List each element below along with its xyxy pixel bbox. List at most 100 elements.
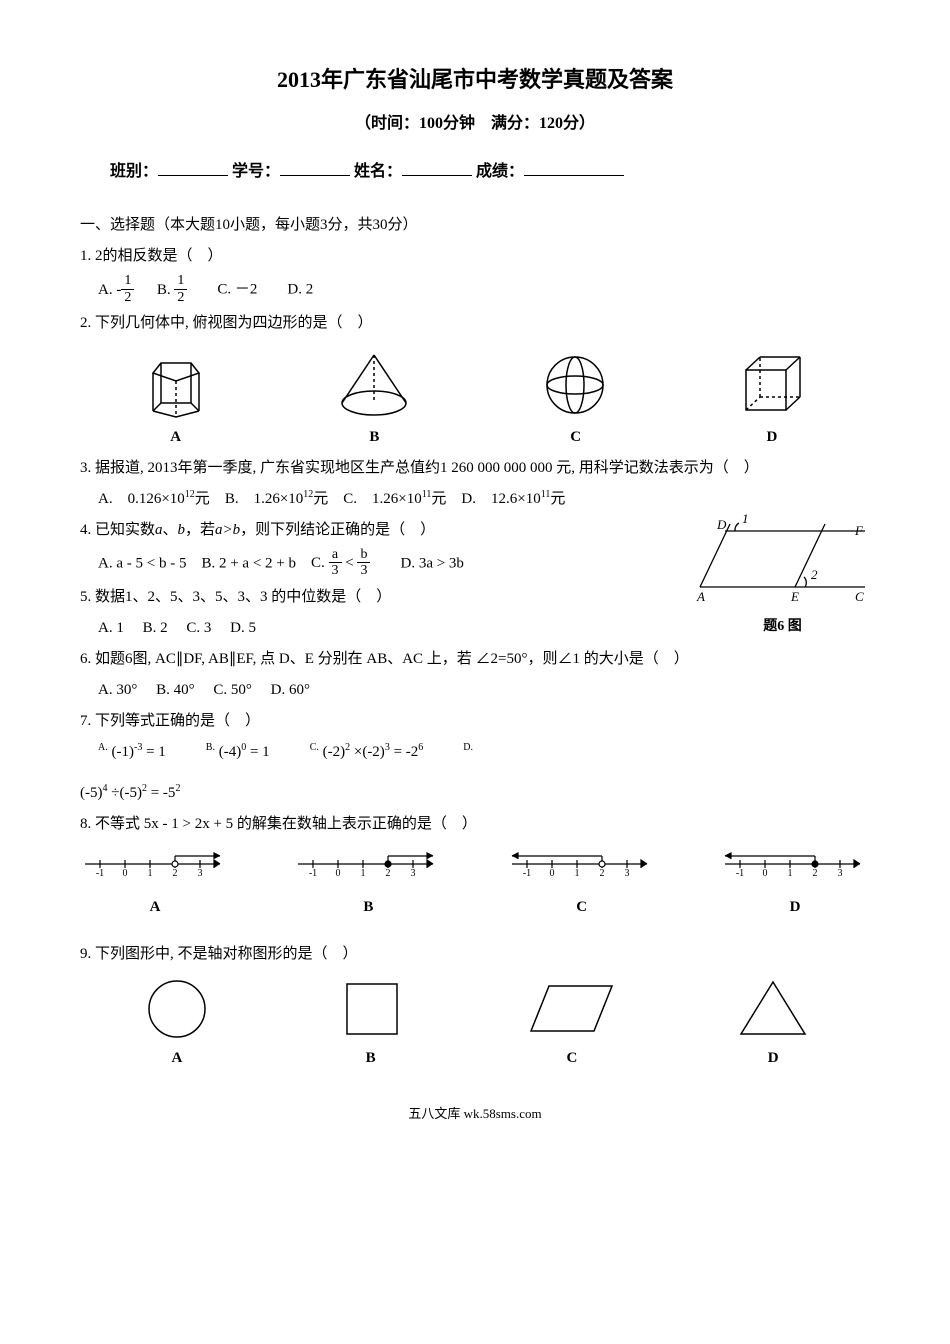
q6-stem: 6. 如题6图, AC∥DF, AB∥EF, 点 D、E 分别在 AB、AC 上… (80, 646, 870, 673)
q3-opt-d: D. 12.6×1011元 (461, 491, 565, 507)
q8-nl-a: -1 0 1 2 3 A (80, 844, 230, 921)
numberline-a-icon: -1 0 1 2 3 (80, 844, 230, 878)
q9-label-a: A (137, 1045, 217, 1072)
svg-text:-1: -1 (522, 868, 530, 878)
q3-opt-a: A. 0.126×1012元 (98, 491, 210, 507)
numberline-d-icon: -10123 (720, 844, 870, 878)
q7-opt-a: A. (-1)-3 = 1 (98, 739, 166, 766)
square-icon (331, 976, 411, 1041)
q7-opt-c: C. (-2)2 ×(-2)3 = -26 (310, 739, 424, 766)
q7-stem: 7. 下列等式正确的是（ ） (80, 708, 870, 735)
q4-opt-d: D. 3a > 3b (400, 555, 463, 571)
q2-shape-a: A (141, 345, 211, 451)
numberline-c-icon: -10123 (507, 844, 657, 878)
frac-num: 1 (174, 273, 187, 289)
page-subtitle: （时间：100分钟 满分：120分） (80, 110, 870, 139)
q9-shapes: A B C D (80, 976, 870, 1072)
q2-label-b: B (332, 424, 417, 451)
triangle-icon (733, 976, 813, 1041)
name-blank[interactable] (402, 159, 472, 176)
q9-label-c: C (524, 1045, 619, 1072)
q8-label-a: A (80, 894, 230, 921)
q9-shape-d: D (733, 976, 813, 1072)
svg-text:2: 2 (599, 868, 604, 878)
svg-text:2: 2 (386, 868, 391, 878)
q1-opt-b: B. 12 (157, 282, 191, 298)
q3-opt-b: B. 1.26×1012元 (225, 491, 328, 507)
svg-text:2: 2 (173, 868, 178, 878)
section-1-header: 一、选择题（本大题10小题，每小题3分，共30分） (80, 212, 870, 239)
q7-opt-d: D. (463, 739, 473, 766)
name-label: 姓名： (354, 163, 402, 180)
cube-icon (734, 345, 809, 420)
q1-opt-a: A. -12 (98, 282, 138, 298)
page-title: 2013年广东省汕尾市中考数学真题及答案 (80, 60, 870, 100)
q5-opt-a: A. 1 (98, 620, 124, 636)
q1-stem: 1. 2的相反数是（ ） (80, 243, 870, 270)
svg-text:-1: -1 (96, 868, 104, 878)
frac-num: 1 (121, 273, 134, 289)
id-label: 学号： (232, 163, 280, 180)
q8-nl-b: -10123 B (293, 844, 443, 921)
q8-label-d: D (720, 894, 870, 921)
cone-icon (332, 345, 417, 420)
q7-opt-b: B. (-4)0 = 1 (206, 739, 270, 766)
svg-text:-1: -1 (309, 868, 317, 878)
q9-label-b: B (331, 1045, 411, 1072)
q8-stem: 8. 不等式 5x - 1 > 2x + 5 的解集在数轴上表示正确的是（ ） (80, 811, 870, 838)
q2-label-c: C (538, 424, 613, 451)
q5-opt-b: B. 2 (143, 620, 168, 636)
svg-text:2: 2 (811, 567, 818, 582)
q8-label-c: C (507, 894, 657, 921)
q2-shape-d: D (734, 345, 809, 451)
svg-text:1: 1 (742, 511, 749, 526)
q4-opt-c: C. a3 < b3 (311, 555, 374, 571)
svg-text:0: 0 (123, 868, 128, 878)
svg-text:C: C (855, 589, 864, 604)
q8-label-b: B (293, 894, 443, 921)
frac-den: 2 (121, 290, 134, 305)
q3-stem: 3. 据报道, 2013年第一季度, 广东省实现地区生产总值约1 260 000… (80, 455, 870, 482)
figure-6: A E C D F 1 2 题6 图 (695, 509, 870, 639)
q9-shape-b: B (331, 976, 411, 1072)
q5-opt-d: D. 5 (230, 620, 256, 636)
svg-text:0: 0 (336, 868, 341, 878)
numberline-b-icon: -10123 (293, 844, 443, 878)
frac-den: 2 (174, 290, 187, 305)
q2-stem: 2. 下列几何体中, 俯视图为四边形的是（ ） (80, 310, 870, 337)
score-blank[interactable] (524, 159, 624, 176)
class-blank[interactable] (158, 159, 228, 176)
svg-text:F: F (854, 523, 864, 538)
circle-icon (137, 976, 217, 1041)
score-label: 成绩： (476, 163, 524, 180)
svg-text:3: 3 (198, 868, 203, 878)
q1-a-pre: A. - (98, 282, 121, 298)
q6-options: A. 30° B. 40° C. 50° D. 60° (98, 677, 870, 704)
q4-opt-a: A. a - 5 < b - 5 (98, 555, 186, 571)
id-blank[interactable] (280, 159, 350, 176)
svg-text:D: D (716, 517, 727, 532)
svg-text:1: 1 (148, 868, 153, 878)
class-label: 班别： (110, 163, 158, 180)
q8-nl-c: -10123 C (507, 844, 657, 921)
q7-options: A. (-1)-3 = 1 B. (-4)0 = 1 C. (-2)2 ×(-2… (98, 739, 870, 766)
svg-text:A: A (696, 589, 705, 604)
q8-nl-d: -10123 D (720, 844, 870, 921)
q2-shape-b: B (332, 345, 417, 451)
q1-options: A. -12 B. 12 C. －2 D. 2 (98, 274, 870, 306)
q2-label-d: D (734, 424, 809, 451)
svg-text:2: 2 (812, 868, 817, 878)
q9-shape-c: C (524, 976, 619, 1072)
student-info-line: 班别： 学号： 姓名： 成绩： (110, 158, 870, 187)
parallel-lines-figure-icon: A E C D F 1 2 (695, 509, 870, 604)
q7-extra: (-5)4 ÷(-5)2 = -52 (80, 780, 870, 807)
q9-label-d: D (733, 1045, 813, 1072)
q6-opt-d: D. 60° (271, 682, 310, 698)
parallelogram-icon (524, 976, 619, 1041)
svg-text:0: 0 (762, 868, 767, 878)
svg-text:3: 3 (624, 868, 629, 878)
svg-text:0: 0 (549, 868, 554, 878)
q6-opt-a: A. 30° (98, 682, 137, 698)
q2-label-a: A (141, 424, 211, 451)
q1-b-pre: B. (157, 282, 175, 298)
